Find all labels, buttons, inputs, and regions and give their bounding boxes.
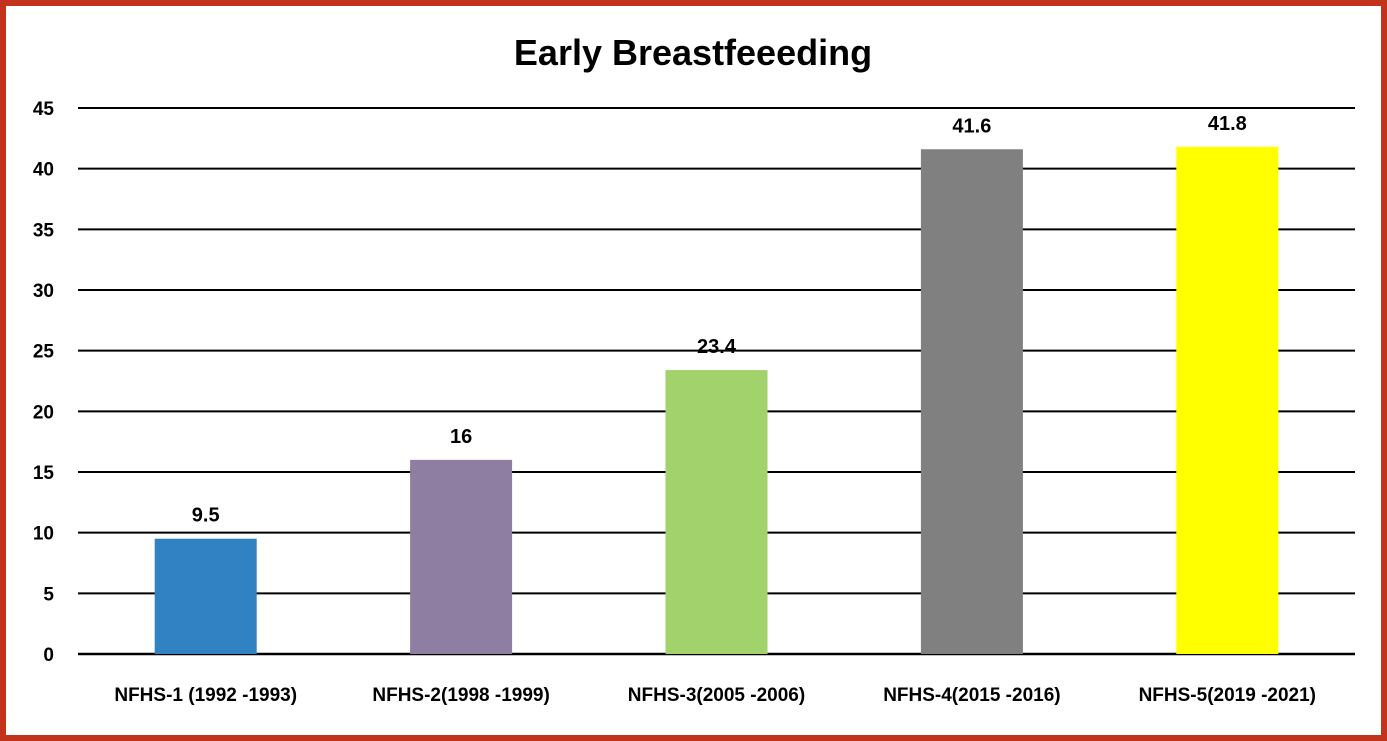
- y-axis-ticks: 0 5 10 15 20 25 30 35 40 45: [33, 99, 55, 666]
- x-axis-labels: NFHS-1 (1992 -1993) NFHS-2(1998 -1999) NFH…: [114, 685, 1316, 706]
- bars: [154, 146, 1279, 654]
- bar: [920, 149, 1023, 654]
- x-category-label: NFHS-5(2019 -2021): [1139, 685, 1316, 706]
- y-tick-label: 35: [33, 220, 55, 241]
- x-category-label: NFHS-3(2005 -2006): [628, 685, 805, 706]
- chart-title: Early Breastfeeeding: [514, 32, 872, 73]
- y-tick-label: 0: [43, 645, 54, 666]
- y-tick-label: 25: [33, 342, 55, 363]
- x-category-label: NFHS-4(2015 -2016): [883, 685, 1060, 706]
- data-label: 41.6: [952, 115, 991, 137]
- x-category-label: NFHS-1 (1992 -1993): [114, 685, 297, 706]
- data-labels: 9.5 16 23.4 41.6 41.8: [192, 113, 1247, 527]
- y-tick-label: 40: [33, 160, 54, 181]
- bar: [665, 370, 768, 654]
- data-label: 9.5: [192, 505, 220, 527]
- y-tick-label: 45: [33, 99, 55, 120]
- bar: [410, 459, 513, 654]
- y-tick-label: 30: [33, 281, 54, 302]
- y-tick-label: 15: [33, 463, 55, 484]
- x-category-label: NFHS-2(1998 -1999): [372, 685, 549, 706]
- data-label: 16: [450, 426, 472, 448]
- y-tick-label: 10: [33, 524, 54, 545]
- bar: [1176, 146, 1279, 654]
- gridlines: [78, 107, 1355, 656]
- bar: [154, 538, 257, 654]
- data-label: 41.8: [1208, 113, 1247, 135]
- y-tick-label: 20: [33, 402, 54, 423]
- data-label: 23.4: [697, 336, 737, 358]
- y-tick-label: 5: [43, 584, 54, 605]
